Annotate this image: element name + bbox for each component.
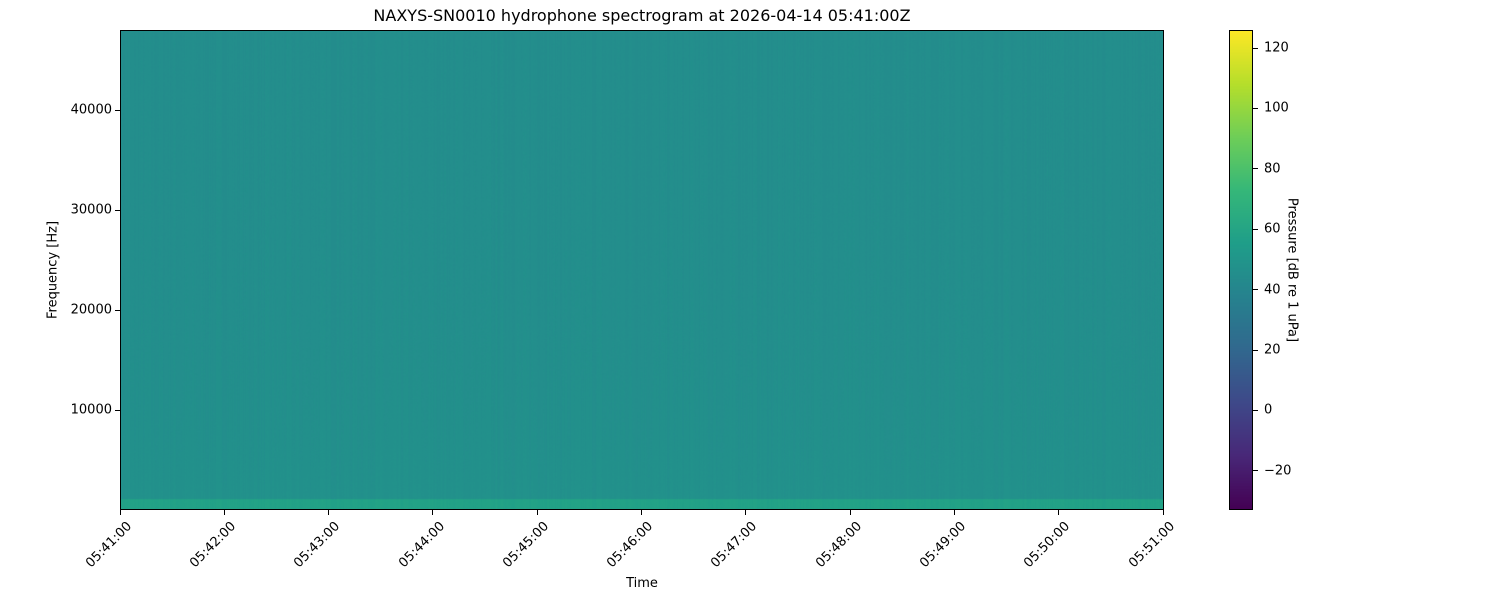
x-tick (953, 510, 955, 515)
y-axis-label: Frequency [Hz] (45, 220, 61, 320)
y-tick-label: 40000 (70, 102, 112, 118)
colorbar-tick (1253, 289, 1258, 291)
x-tick-label: 05:49:00 (917, 519, 970, 571)
colorbar-tick-label: 0 (1264, 402, 1273, 418)
x-tick-label: 05:51:00 (1125, 519, 1178, 571)
x-tick (536, 510, 538, 515)
colorbar-tick-label: 40 (1264, 282, 1281, 298)
x-tick-label: 05:46:00 (604, 519, 657, 571)
colorbar-tick (1253, 409, 1258, 411)
x-tick (1162, 510, 1164, 515)
x-tick (432, 510, 434, 515)
colorbar-tick (1253, 228, 1258, 230)
colorbar-tick-label: 60 (1264, 221, 1281, 237)
colorbar-gradient (1230, 31, 1252, 509)
x-tick (119, 510, 121, 515)
colorbar-tick (1253, 168, 1258, 170)
colorbar-tick-label: 80 (1264, 161, 1281, 177)
colorbar-tick (1253, 349, 1258, 351)
x-tick-label: 05:45:00 (499, 519, 552, 571)
x-tick-label: 05:43:00 (291, 519, 344, 571)
spectrogram-plot-area (120, 30, 1164, 510)
colorbar-tick (1253, 470, 1258, 472)
colorbar (1229, 30, 1253, 510)
x-tick-label: 05:44:00 (395, 519, 448, 571)
spectrogram-image (121, 31, 1163, 509)
colorbar-tick (1253, 107, 1258, 109)
x-tick (641, 510, 642, 515)
x-tick (745, 510, 747, 515)
colorbar-tick-label: −20 (1264, 463, 1292, 479)
colorbar-tick (1253, 47, 1258, 49)
y-tick-label: 30000 (70, 202, 112, 218)
colorbar-tick-label: 100 (1264, 100, 1289, 116)
chart-title: NAXYS-SN0010 hydrophone spectrogram at 2… (373, 6, 911, 25)
x-tick (223, 510, 225, 515)
x-tick (328, 510, 330, 515)
x-tick (849, 510, 851, 515)
colorbar-tick-label: 120 (1264, 40, 1289, 56)
x-tick-label: 05:42:00 (187, 519, 239, 571)
x-axis-label: Time (626, 576, 658, 591)
x-tick-label: 05:47:00 (708, 519, 761, 571)
y-tick-label: 20000 (70, 302, 112, 318)
x-tick-label: 05:50:00 (1021, 519, 1074, 571)
colorbar-tick-label: 20 (1264, 342, 1281, 358)
colorbar-label: Pressure [dB re 1 uPa] (1284, 197, 1300, 343)
x-tick (1058, 510, 1060, 515)
x-tick-label: 05:48:00 (812, 519, 865, 571)
x-tick-label: 05:41:00 (82, 519, 135, 571)
y-tick-label: 10000 (70, 402, 112, 418)
